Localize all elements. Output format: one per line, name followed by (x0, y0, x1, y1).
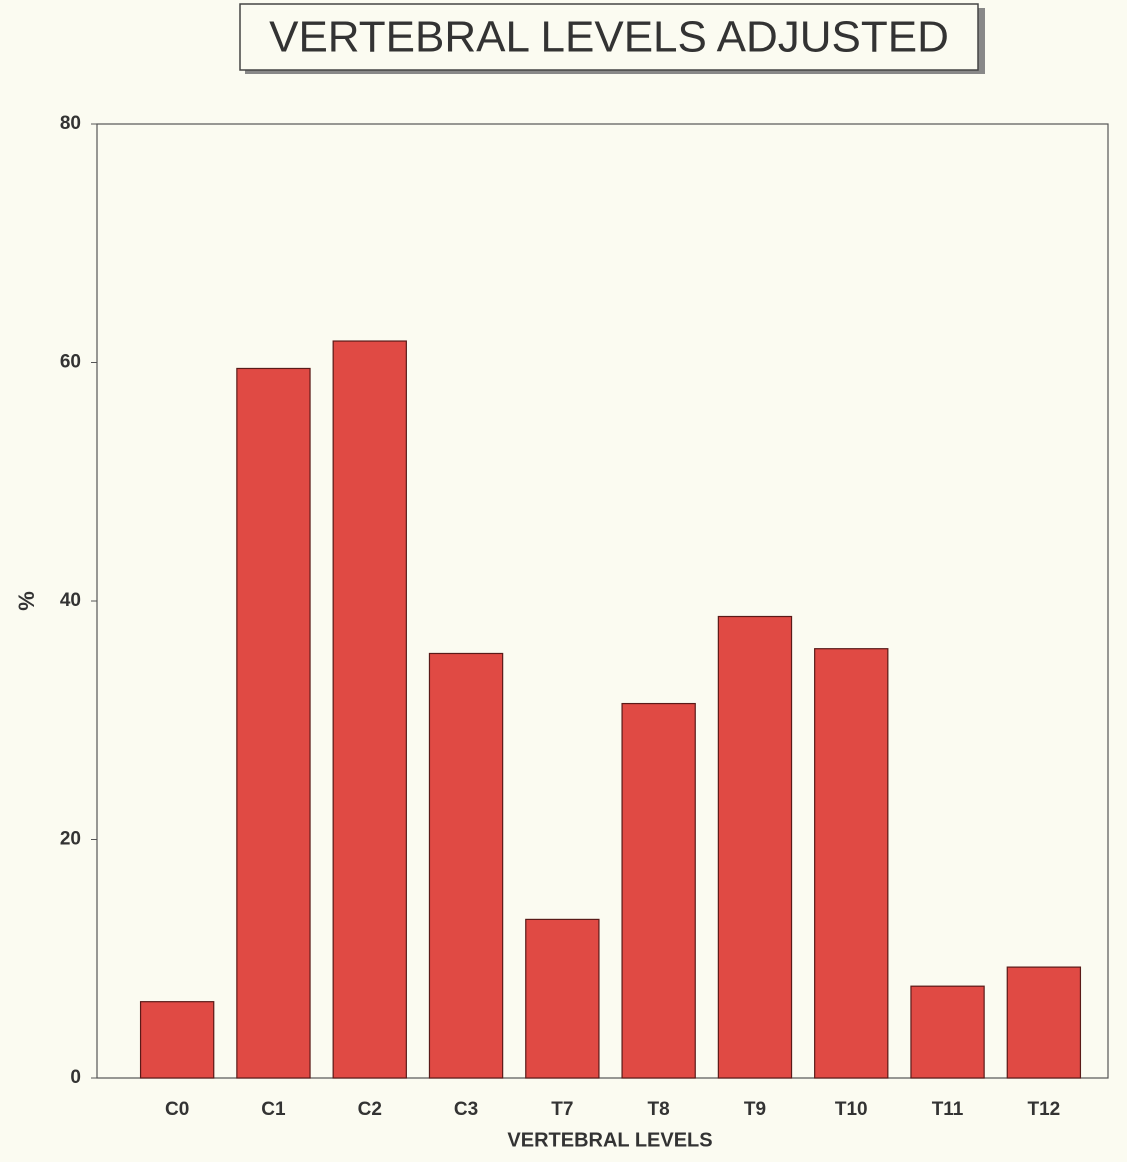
x-axis-label: VERTEBRAL LEVELS (507, 1129, 712, 1151)
y-tick-label: 0 (70, 1067, 81, 1088)
bar (428, 652, 504, 1079)
y-tick-label: 40 (60, 590, 81, 611)
x-tick-label: C1 (261, 1099, 286, 1120)
x-tick-label: C3 (454, 1099, 478, 1120)
bar (1006, 966, 1082, 1079)
x-tick-label: T9 (744, 1099, 766, 1120)
bar (910, 985, 985, 1079)
y-tick-label: 20 (60, 829, 81, 850)
x-tick-label: T11 (932, 1099, 964, 1120)
x-tick-label: C0 (165, 1099, 189, 1120)
x-tick-label: T8 (648, 1099, 670, 1120)
title-box (239, 3, 979, 71)
bar (814, 648, 889, 1079)
x-tick-label: T10 (835, 1099, 868, 1120)
bar (621, 702, 696, 1079)
chart-title: VERTEBRAL LEVELS ADJUSTED (269, 13, 949, 62)
y-axis-label: % (14, 591, 39, 611)
bar (717, 615, 793, 1079)
y-tick-label: 80 (60, 113, 81, 134)
bar (525, 918, 600, 1079)
y-tick-label: 60 (60, 352, 81, 373)
x-tick-label: C2 (358, 1099, 382, 1120)
x-tick-label: T12 (1027, 1099, 1060, 1120)
x-tick-label: T7 (551, 1099, 573, 1120)
bar (236, 367, 311, 1079)
bar (139, 1001, 215, 1079)
bar (332, 340, 407, 1079)
